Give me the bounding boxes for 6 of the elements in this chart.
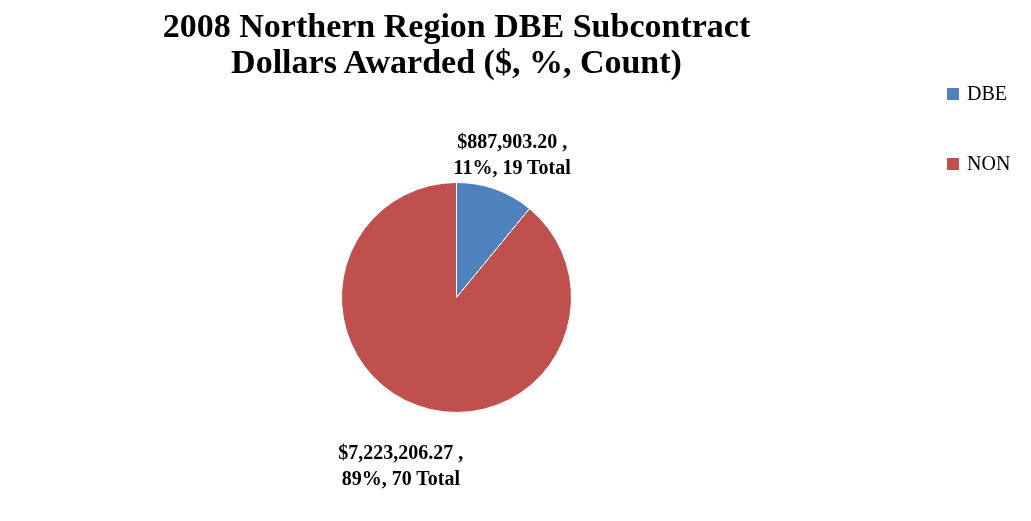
- chart-title: 2008 Northern Region DBE Subcontract Dollars Awarded ($, %, Count): [162, 7, 751, 81]
- legend-label: DBE: [967, 82, 1007, 104]
- legend-label: NON: [967, 152, 1011, 174]
- data-label: $887,903.20 , 11%, 19 Total: [453, 130, 572, 179]
- data-label: $7,223,206.27 , 89%, 70 Total: [338, 440, 464, 489]
- pie-slice: [341, 182, 572, 413]
